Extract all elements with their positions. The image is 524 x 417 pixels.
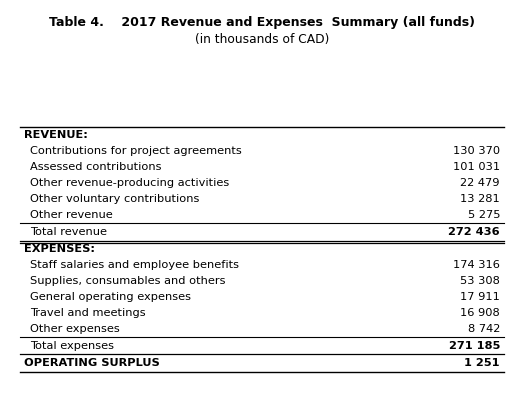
Text: Table 4.    2017 Revenue and Expenses  Summary (all funds): Table 4. 2017 Revenue and Expenses Summa… [49,16,475,30]
Text: 8 742: 8 742 [467,324,500,334]
Text: 5 275: 5 275 [467,210,500,220]
Text: General operating expenses: General operating expenses [30,292,191,302]
Text: (in thousands of CAD): (in thousands of CAD) [195,33,329,46]
Text: Contributions for project agreements: Contributions for project agreements [30,146,242,156]
Text: 272 436: 272 436 [449,227,500,237]
Text: 13 281: 13 281 [460,194,500,204]
Text: Other expenses: Other expenses [30,324,120,334]
Text: Travel and meetings: Travel and meetings [30,308,146,318]
Text: Other revenue-producing activities: Other revenue-producing activities [30,178,230,188]
Text: Total revenue: Total revenue [30,227,107,237]
Text: OPERATING SURPLUS: OPERATING SURPLUS [24,358,160,368]
Text: 53 308: 53 308 [460,276,500,286]
Text: REVENUE:: REVENUE: [24,130,88,140]
Text: 101 031: 101 031 [453,162,500,172]
Text: 16 908: 16 908 [460,308,500,318]
Text: EXPENSES:: EXPENSES: [24,244,95,254]
Text: Other voluntary contributions: Other voluntary contributions [30,194,199,204]
Text: 1 251: 1 251 [464,358,500,368]
Text: Staff salaries and employee benefits: Staff salaries and employee benefits [30,260,239,270]
Text: 17 911: 17 911 [460,292,500,302]
Text: 130 370: 130 370 [453,146,500,156]
Text: Assessed contributions: Assessed contributions [30,162,161,172]
Text: Supplies, consumables and others: Supplies, consumables and others [30,276,225,286]
Text: 22 479: 22 479 [461,178,500,188]
Text: Total expenses: Total expenses [30,341,114,351]
Text: 271 185: 271 185 [449,341,500,351]
Text: Other revenue: Other revenue [30,210,113,220]
Text: 174 316: 174 316 [453,260,500,270]
